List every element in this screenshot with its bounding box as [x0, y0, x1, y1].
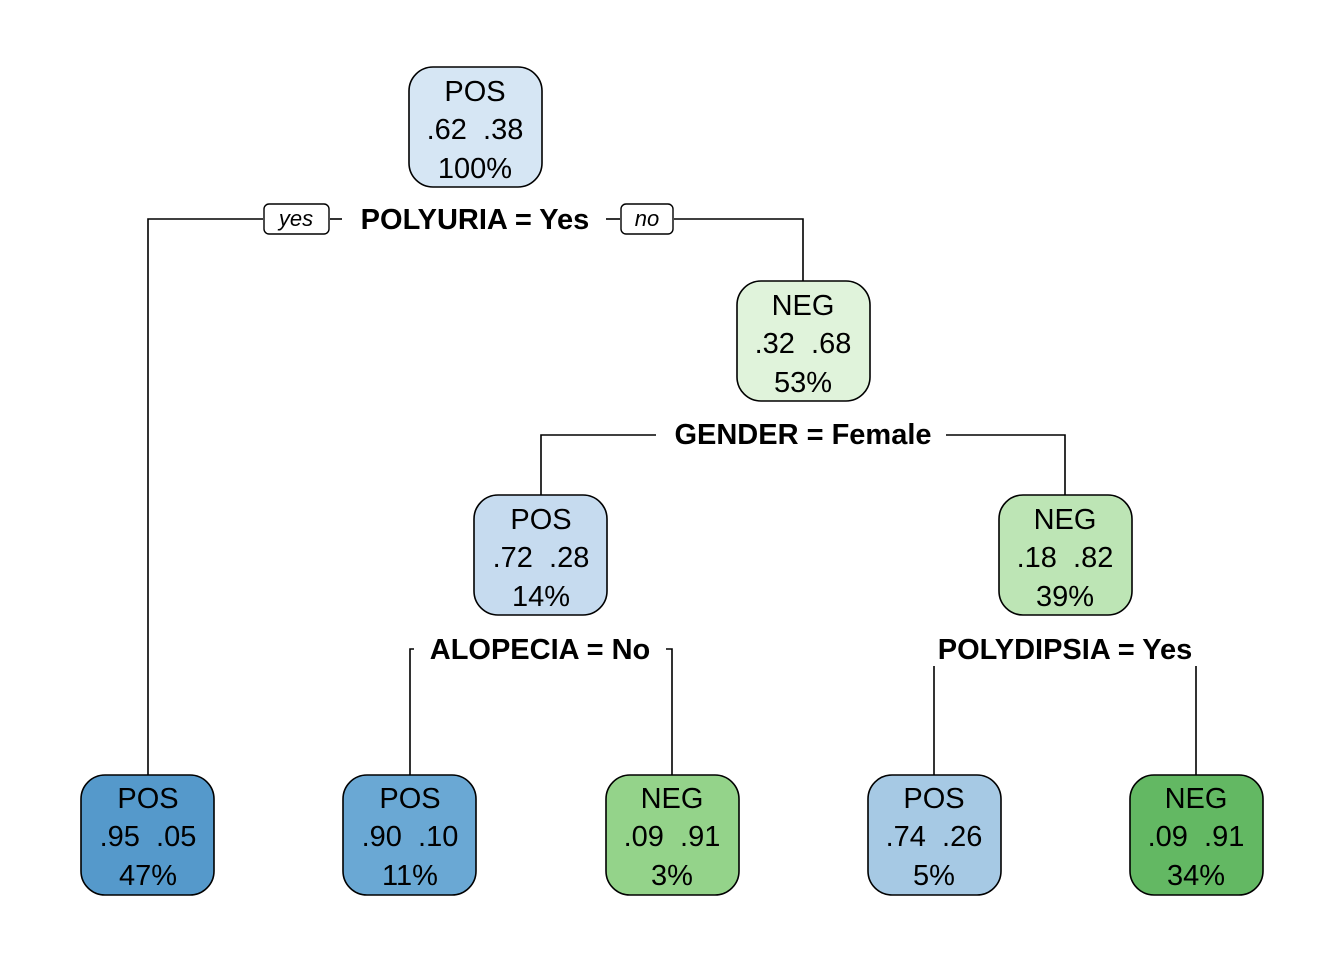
node-class-label: NEG: [772, 290, 835, 322]
node-class-label: NEG: [1034, 504, 1097, 536]
node-class-label: NEG: [1165, 783, 1228, 815]
tree-node-root: POS .62 .38 100%: [408, 66, 543, 188]
node-class-label: POS: [510, 504, 571, 536]
node-probabilities: .74 .26: [886, 821, 983, 853]
tree-edges: [147, 218, 1197, 775]
node-class-label: POS: [117, 783, 178, 815]
node-probabilities: .09 .91: [1148, 821, 1245, 853]
node-probabilities: .95 .05: [100, 821, 197, 853]
node-percentage: 11%: [382, 860, 438, 892]
node-percentage: 14%: [512, 581, 570, 613]
tree-node-gender-female: POS .72 .28 14%: [473, 494, 608, 616]
tree-leaf-1: POS .95 .05 47%: [80, 774, 215, 896]
edge-gender-right: [946, 434, 1066, 495]
node-probabilities: .62 .38: [427, 114, 524, 146]
branch-label-yes: yes: [263, 203, 330, 235]
node-percentage: 39%: [1036, 581, 1094, 613]
edge-alopecia-right: [666, 648, 673, 775]
node-percentage: 100%: [438, 153, 512, 185]
node-probabilities: .72 .28: [493, 542, 590, 574]
branch-yes-text: yes: [277, 206, 313, 231]
node-percentage: 5%: [913, 860, 955, 892]
tree-leaf-3: NEG .09 .91 3%: [605, 774, 740, 896]
tree-leaf-4: POS .74 .26 5%: [867, 774, 1002, 896]
node-percentage: 47%: [119, 860, 177, 892]
node-class-label: POS: [444, 76, 505, 108]
tree-leaf-5: NEG .09 .91 34%: [1129, 774, 1264, 896]
edge-gender-left: [540, 434, 656, 495]
branch-label-no: no: [620, 203, 674, 235]
node-class-label: NEG: [641, 783, 704, 815]
node-probabilities: .90 .10: [362, 821, 459, 853]
tree-leaf-2: POS .90 .10 11%: [342, 774, 477, 896]
split-label-alopecia: ALOPECIA = No: [430, 634, 650, 666]
tree-node-gender-male: NEG .18 .82 39%: [998, 494, 1133, 616]
edge-root-no-down: [674, 218, 804, 281]
node-class-label: POS: [379, 783, 440, 815]
split-label-polydipsia: POLYDIPSIA = Yes: [938, 634, 1192, 666]
node-percentage: 53%: [774, 367, 832, 399]
node-probabilities: .09 .91: [624, 821, 721, 853]
edge-root-yes-down: [147, 218, 263, 775]
node-probabilities: .32 .68: [755, 328, 852, 360]
split-label-root: POLYURIA = Yes: [361, 204, 590, 236]
node-probabilities: .18 .82: [1017, 542, 1114, 574]
split-label-gender: GENDER = Female: [674, 419, 931, 451]
node-class-label: POS: [903, 783, 964, 815]
node-percentage: 34%: [1167, 860, 1225, 892]
node-percentage: 3%: [651, 860, 693, 892]
edge-alopecia-left: [409, 648, 414, 775]
tree-node-polyuria-no: NEG .32 .68 53%: [736, 280, 871, 402]
branch-no-text: no: [635, 206, 659, 231]
